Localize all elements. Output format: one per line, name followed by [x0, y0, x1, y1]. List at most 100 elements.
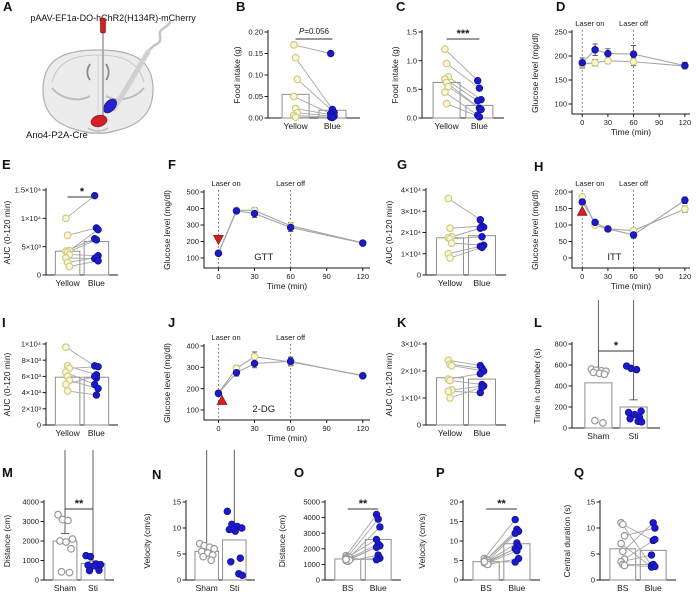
data-point-blue [376, 523, 384, 531]
pair-line [295, 57, 333, 110]
chart-velocity-bs-blue: 0 5 10 15 20 Velocity (cm/s) BS Blue ** [417, 498, 540, 593]
category-label: Blue [88, 278, 105, 288]
data-point-blue [476, 224, 484, 232]
y-tick-label: 200 [186, 237, 199, 246]
panel-letter: N [152, 467, 162, 482]
y-tick-label: 4×10³ [22, 388, 42, 397]
significance-stars: ** [497, 498, 506, 510]
y-axis-label: Glucose level (mg/dl) [162, 190, 172, 270]
pair-line [444, 91, 478, 116]
y-tick-label: 300 [186, 221, 199, 230]
y-tick-label: 0 [37, 421, 41, 430]
data-point-blue [227, 558, 235, 566]
x-tick-label: 120 [357, 424, 370, 433]
laser-on-label: Laser on [575, 179, 604, 188]
x-axis-label: Time (min) [611, 281, 651, 291]
y-tick-label: 400 [186, 342, 199, 351]
pair-line [484, 519, 516, 559]
data-point-yellow [447, 361, 456, 370]
data-point-blue [90, 562, 98, 570]
pair-line [446, 63, 480, 89]
y-tick-label: 0 [454, 576, 458, 585]
data-point-blue [359, 239, 367, 247]
y-tick-label: 0.0 [407, 114, 417, 123]
y-tick-label: 400 [554, 382, 567, 391]
x-tick-label: 60 [286, 272, 294, 281]
pair-line [622, 522, 654, 552]
significance-stars: * [614, 340, 619, 352]
panel-e: E 0 5×10³ 1×10⁴ 1.5×10⁴ AUC (0-120 min) Yello… [0, 148, 132, 300]
data-point-blue [328, 113, 337, 122]
pair-line [295, 108, 333, 116]
data-point-blue [637, 418, 646, 426]
y-tick-label: 2000 [303, 544, 320, 553]
data-point-gray [617, 539, 625, 548]
category-label: Blue [370, 583, 387, 593]
data-point-yellow [442, 99, 451, 108]
panel-k: K 0 1×10⁴ 2×10⁴ 3×10⁴ AUC (0-120 min) Yellow B… [382, 300, 530, 450]
data-point-blue [651, 535, 659, 544]
y-tick-label: 5 [454, 556, 458, 565]
y-tick-label: 50 [559, 237, 567, 246]
y-tick-label: 2000 [22, 537, 39, 546]
y-tick-label: 100 [186, 254, 199, 263]
data-point-blue [651, 562, 659, 571]
y-tick-label: 5 [591, 550, 595, 559]
injection-arrow [216, 394, 228, 405]
category-label: Sham [54, 583, 76, 593]
pair-line [484, 532, 516, 562]
y-axis-label: Time in chamber (s) [532, 348, 542, 423]
y-tick-label: 3×10⁴ [401, 207, 421, 216]
category-label: Yellow [55, 278, 80, 288]
panel-letter: Q [574, 465, 585, 480]
blue-light-spot [103, 98, 117, 114]
data-point-yellow [629, 57, 638, 66]
y-tick-label: 0 [563, 424, 567, 433]
data-point-blue [225, 525, 233, 534]
bar-sti [222, 539, 247, 581]
y-tick-label: 100 [554, 221, 567, 230]
data-point-gray [618, 520, 627, 529]
laser-on-label: Laser on [211, 179, 240, 188]
panel-j: J 100 200 300 400 Glucose level (mg/dl) 0 30 60… [132, 300, 382, 450]
x-tick-label: 0 [216, 272, 220, 281]
data-point-blue [637, 407, 645, 415]
hypothalamus-line [87, 127, 109, 132]
data-point-yellow [446, 254, 454, 262]
data-point-yellow [444, 82, 453, 91]
data-point-blue [591, 46, 599, 54]
data-point-blue [475, 113, 484, 121]
pair-line [624, 539, 656, 560]
y-tick-label: 0 [417, 271, 421, 280]
data-point-blue [629, 50, 638, 58]
panel-c: C 0.0 0.5 1.0 1.5 Food intake (g) Yellow Blue *… [388, 0, 530, 148]
data-point-blue [372, 543, 381, 551]
data-point-gray [199, 552, 208, 561]
data-point-blue [629, 231, 638, 239]
y-axis-label: Central duration (s) [562, 504, 572, 577]
laser-on-label: Laser on [575, 19, 604, 28]
y-tick-label: 5 [177, 550, 181, 559]
chart-gtt: 100 200 300 400 500 Glucose level (mg/dl) 0 30 6… [162, 179, 370, 291]
y-tick-label: 0 [177, 576, 181, 585]
chart-food-intake-fasted: 0.0 0.5 1.0 1.5 Food intake (g) Yellow Blue *** [390, 28, 504, 131]
optic-fiber [111, 49, 151, 112]
y-tick-label: 0.10 [248, 71, 263, 80]
x-tick-label: 60 [629, 118, 637, 127]
data-point-blue [92, 391, 101, 399]
data-point-yellow [290, 92, 298, 101]
data-point-yellow [293, 75, 302, 84]
mouse-line-label: Ano4-P2A-Cre [26, 130, 88, 141]
data-point-blue [94, 384, 102, 393]
y-tick-label: 1×10⁴ [21, 214, 41, 223]
pair-line [293, 114, 331, 118]
category-label: Yellow [438, 428, 463, 438]
y-tick-label: 150 [554, 204, 567, 213]
chart-distance-sham-sti: 0 1000 2000 3000 4000 Distance (cm) Sham Sti ** [2, 450, 114, 593]
data-point-blue [85, 566, 94, 575]
category-label: BS [617, 583, 629, 593]
data-point-gray [618, 547, 627, 556]
category-label: Blue [508, 583, 525, 593]
category-label: Yellow [438, 278, 463, 288]
panel-p: P 0 5 10 15 20 Velocity (cm/s) BS Blue ** [415, 450, 560, 599]
